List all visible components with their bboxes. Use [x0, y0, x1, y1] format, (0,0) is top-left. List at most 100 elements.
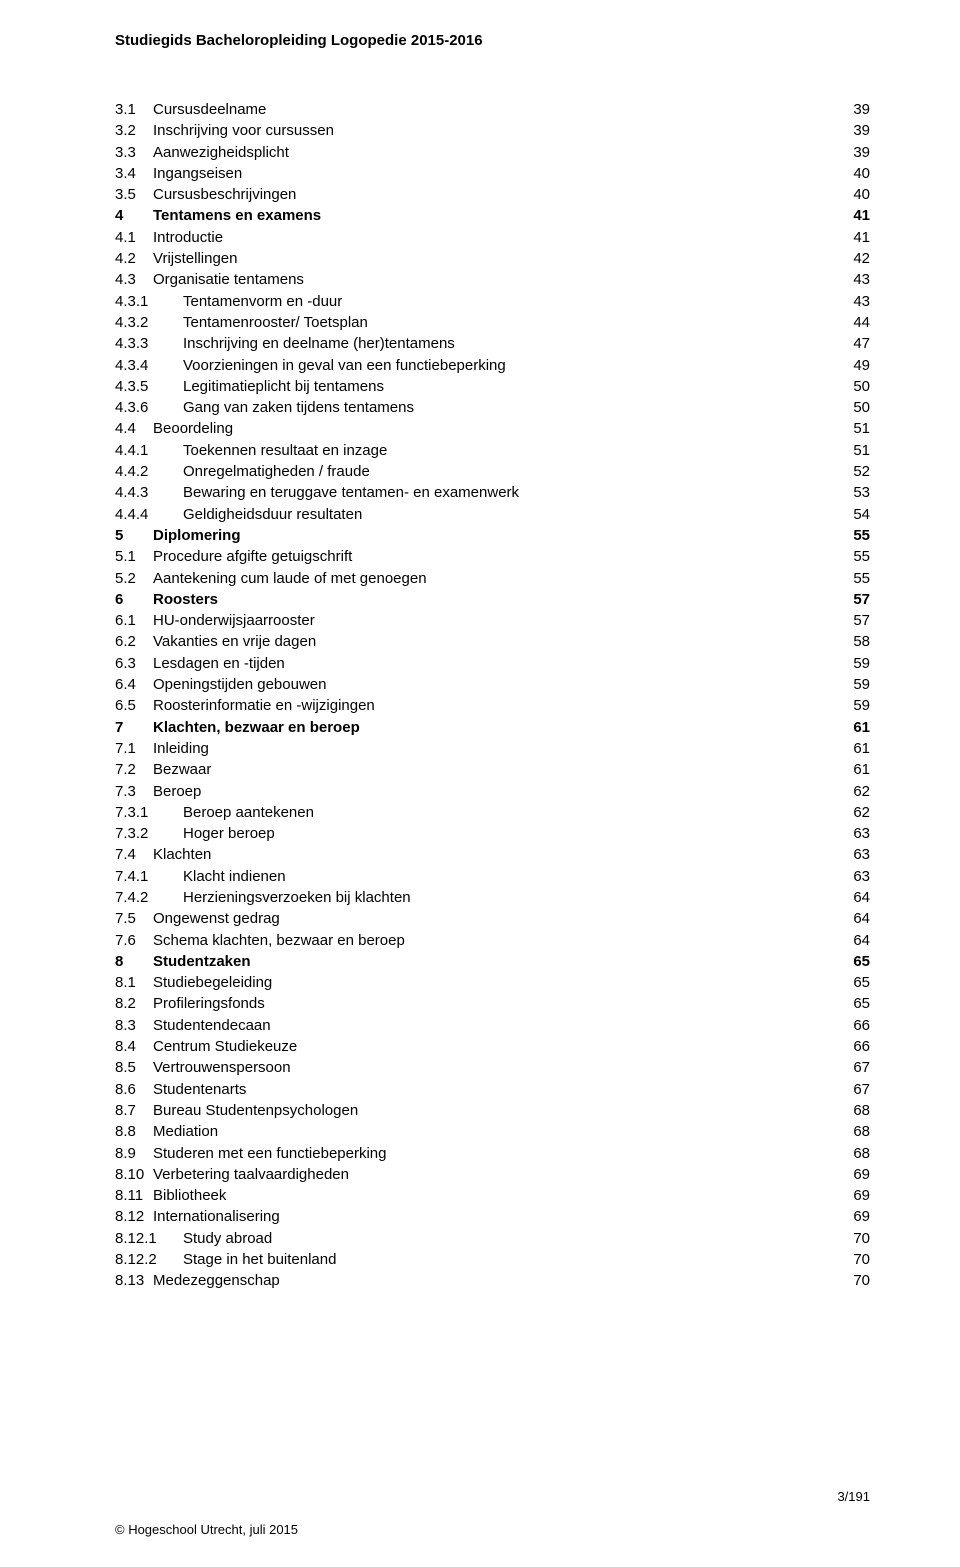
- toc-entry-title: Vrijstellingen: [153, 248, 238, 269]
- toc-entry-number: 4.1: [115, 227, 153, 248]
- toc-entry-page: 67: [849, 1079, 870, 1100]
- copyright: © Hogeschool Utrecht, juli 2015: [115, 1522, 870, 1537]
- toc-entry-title: Bibliotheek: [153, 1185, 226, 1206]
- toc-entry-page: 64: [849, 930, 870, 951]
- toc-entry-page: 67: [849, 1057, 870, 1078]
- toc-entry: 7.5Ongewenst gedrag64: [115, 908, 870, 929]
- toc-entry-number: 4.3.6: [115, 397, 183, 418]
- toc-entry-number: 6: [115, 589, 153, 610]
- toc-entry-number: 8.12.1: [115, 1228, 183, 1249]
- toc-entry-number: 8.2: [115, 993, 153, 1014]
- toc-entry-title: Vakanties en vrije dagen: [153, 631, 316, 652]
- toc-entry-number: 8.11: [115, 1185, 153, 1206]
- toc-entry-number: 4.4.2: [115, 461, 183, 482]
- toc-entry-number: 4.3.2: [115, 312, 183, 333]
- toc-entry-page: 55: [849, 546, 870, 567]
- toc-entry-title: Roosterinformatie en -wijzigingen: [153, 695, 375, 716]
- toc-entry-title: Studentendecaan: [153, 1015, 271, 1036]
- toc-entry-title: Klachten: [153, 844, 211, 865]
- toc-entry: 7.1Inleiding61: [115, 738, 870, 759]
- toc-entry-title: Voorzieningen in geval van een functiebe…: [183, 355, 506, 376]
- toc-entry-page: 70: [849, 1270, 870, 1291]
- toc-entry: 7.3Beroep62: [115, 781, 870, 802]
- toc-entry: 7.3.2Hoger beroep63: [115, 823, 870, 844]
- toc-entry-title: Klachten, bezwaar en beroep: [153, 717, 360, 738]
- toc-entry: 4.3.4Voorzieningen in geval van een func…: [115, 355, 870, 376]
- toc-entry-number: 6.1: [115, 610, 153, 631]
- toc-entry-page: 57: [849, 610, 870, 631]
- toc-entry-number: 4.3: [115, 269, 153, 290]
- toc-entry-number: 3.1: [115, 99, 153, 120]
- toc-entry-page: 64: [849, 908, 870, 929]
- toc-entry: 4.3.6Gang van zaken tijdens tentamens50: [115, 397, 870, 418]
- toc-entry-title: Internationalisering: [153, 1206, 280, 1227]
- toc-entry-title: Diplomering: [153, 525, 241, 546]
- toc-entry-number: 8.13: [115, 1270, 153, 1291]
- toc-entry: 8.12.2Stage in het buitenland70: [115, 1249, 870, 1270]
- toc-entry-page: 66: [849, 1015, 870, 1036]
- toc-entry: 3.4Ingangseisen40: [115, 163, 870, 184]
- toc-entry: 3.3Aanwezigheidsplicht39: [115, 142, 870, 163]
- toc-entry: 4.4.4Geldigheidsduur resultaten54: [115, 504, 870, 525]
- toc-entry-page: 43: [849, 291, 870, 312]
- toc-entry-title: Centrum Studiekeuze: [153, 1036, 297, 1057]
- toc-entry-title: Herzieningsverzoeken bij klachten: [183, 887, 411, 908]
- toc-entry: 5.2Aantekening cum laude of met genoegen…: [115, 568, 870, 589]
- toc-entry-page: 63: [849, 844, 870, 865]
- toc-entry: 8.5Vertrouwenspersoon 67: [115, 1057, 870, 1078]
- toc-entry: 8.7Bureau Studentenpsychologen68: [115, 1100, 870, 1121]
- toc-entry: 6.4Openingstijden gebouwen59: [115, 674, 870, 695]
- toc-entry-number: 7.3: [115, 781, 153, 802]
- toc-entry: 8Studentzaken65: [115, 951, 870, 972]
- toc-entry-page: 70: [849, 1228, 870, 1249]
- toc-entry: 7.2Bezwaar61: [115, 759, 870, 780]
- toc-entry-title: Mediation: [153, 1121, 218, 1142]
- toc-entry-page: 59: [849, 653, 870, 674]
- toc-entry-title: Geldigheidsduur resultaten: [183, 504, 362, 525]
- toc-entry-title: Roosters: [153, 589, 218, 610]
- toc-entry-title: Cursusdeelname: [153, 99, 266, 120]
- toc-entry-page: 65: [849, 951, 870, 972]
- toc-entry: 7.4Klachten63: [115, 844, 870, 865]
- toc-entry-title: Inschrijving en deelname (her)tentamens: [183, 333, 455, 354]
- toc-entry-title: Onregelmatigheden / fraude: [183, 461, 370, 482]
- toc-entry-title: Beroep aantekenen: [183, 802, 314, 823]
- toc-entry-page: 68: [849, 1121, 870, 1142]
- toc-entry-page: 61: [849, 717, 870, 738]
- toc-entry-number: 8.5: [115, 1057, 153, 1078]
- toc-entry-number: 7.6: [115, 930, 153, 951]
- page-footer: 3/191 © Hogeschool Utrecht, juli 2015: [115, 1489, 870, 1537]
- toc-entry-title: Inleiding: [153, 738, 209, 759]
- toc-entry: 3.5Cursusbeschrijvingen40: [115, 184, 870, 205]
- toc-entry: 4.3.5Legitimatieplicht bij tentamens50: [115, 376, 870, 397]
- toc-entry-page: 62: [849, 802, 870, 823]
- toc-entry-number: 4.2: [115, 248, 153, 269]
- toc-entry-title: Hoger beroep: [183, 823, 275, 844]
- page-header: Studiegids Bacheloropleiding Logopedie 2…: [115, 32, 870, 49]
- toc-entry: 4Tentamens en examens41: [115, 205, 870, 226]
- toc-entry: 3.2Inschrijving voor cursussen39: [115, 120, 870, 141]
- toc-entry: 8.4Centrum Studiekeuze66: [115, 1036, 870, 1057]
- toc-entry-title: Vertrouwenspersoon: [153, 1057, 291, 1078]
- toc-entry-number: 8.3: [115, 1015, 153, 1036]
- toc-entry: 6.2Vakanties en vrije dagen58: [115, 631, 870, 652]
- toc-entry-page: 64: [849, 887, 870, 908]
- toc-entry: 7.4.2Herzieningsverzoeken bij klachten64: [115, 887, 870, 908]
- toc-entry: 4.3.2Tentamenrooster/ Toetsplan44: [115, 312, 870, 333]
- toc-entry-number: 6.2: [115, 631, 153, 652]
- toc-entry-title: Tentamenvorm en -duur: [183, 291, 342, 312]
- toc-entry-number: 4: [115, 205, 153, 226]
- toc-entry-number: 3.4: [115, 163, 153, 184]
- toc-entry-title: Ingangseisen: [153, 163, 242, 184]
- toc-entry-page: 66: [849, 1036, 870, 1057]
- toc-entry-page: 47: [849, 333, 870, 354]
- toc-entry-title: Medezeggenschap: [153, 1270, 280, 1291]
- toc-entry-page: 70: [849, 1249, 870, 1270]
- toc-entry-title: Procedure afgifte getuigschrift: [153, 546, 352, 567]
- toc-entry-title: Studentenarts: [153, 1079, 246, 1100]
- toc-entry: 6Roosters57: [115, 589, 870, 610]
- toc-entry: 4.1Introductie41: [115, 227, 870, 248]
- toc-entry: 8.12.1Study abroad70: [115, 1228, 870, 1249]
- toc-entry-number: 6.3: [115, 653, 153, 674]
- toc-entry: 8.1Studiebegeleiding65: [115, 972, 870, 993]
